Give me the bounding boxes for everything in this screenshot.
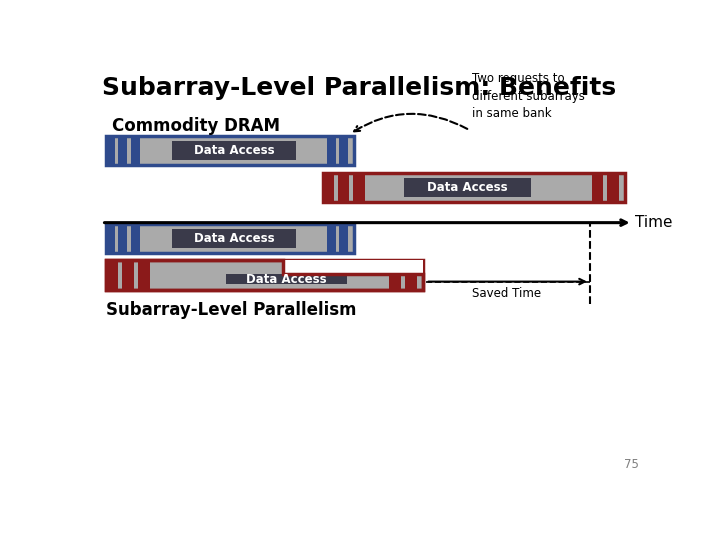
Bar [338, 173, 349, 202]
Bar [106, 136, 354, 165]
Text: Two requests to
different subarrays
in same bank: Two requests to different subarrays in s… [472, 72, 585, 120]
Text: Data Access: Data Access [194, 232, 275, 245]
Text: Data Access: Data Access [427, 180, 508, 193]
Bar [118, 136, 127, 165]
Bar [106, 224, 115, 253]
Bar [130, 136, 140, 165]
Bar [173, 140, 297, 160]
Text: Saved Time: Saved Time [472, 287, 541, 300]
Bar [173, 229, 297, 248]
Bar [106, 224, 354, 253]
Bar [339, 224, 348, 253]
Bar [404, 178, 531, 197]
Text: Subarray-Level Parallelism: Benefits: Subarray-Level Parallelism: Benefits [102, 76, 616, 100]
Text: Commodity DRAM: Commodity DRAM [112, 117, 279, 136]
Text: Subarray-Level Parallelism: Subarray-Level Parallelism [106, 301, 356, 319]
Bar [106, 136, 115, 165]
Bar [353, 173, 364, 202]
Bar [323, 173, 625, 202]
Bar [226, 274, 347, 285]
Text: 75: 75 [624, 458, 639, 471]
Bar [118, 224, 127, 253]
Bar [284, 260, 423, 274]
Bar [106, 260, 117, 289]
Bar [339, 136, 348, 165]
Bar [323, 173, 334, 202]
Bar [592, 173, 603, 202]
Bar [405, 274, 417, 289]
Bar [106, 260, 423, 289]
Text: Data Access: Data Access [194, 144, 275, 157]
Bar [326, 224, 336, 253]
Bar [130, 224, 140, 253]
Bar [389, 274, 401, 289]
Bar [326, 136, 336, 165]
Text: Time: Time [635, 215, 672, 230]
Text: Data Access: Data Access [246, 273, 327, 286]
Bar [607, 173, 618, 202]
Bar [122, 260, 134, 289]
Bar [138, 260, 150, 289]
